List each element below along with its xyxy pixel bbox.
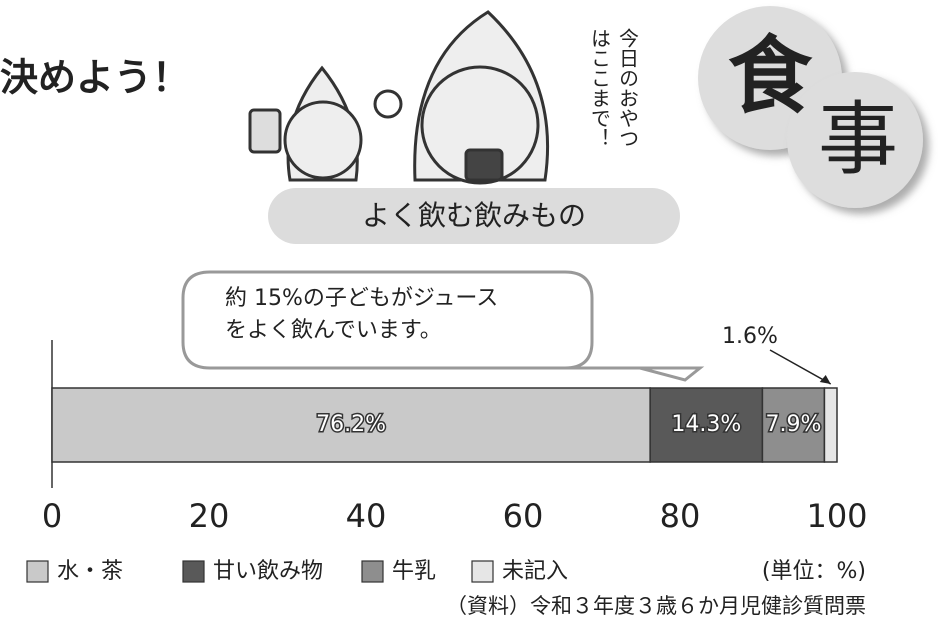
annotation-line: をよく飲んでいます。 [225,318,442,343]
x-tick-label: 40 [346,497,387,535]
mascot-small [250,68,401,180]
x-tick-label: 20 [189,497,230,535]
annotation-line: 約 15%の子どもがジュース [225,286,498,311]
mascot-large [415,12,548,183]
label-arrow [770,350,831,384]
legend-swatch [183,561,204,582]
data-label: 76.2% [316,412,386,437]
legend-label: 水・茶 [57,559,123,584]
legend-swatch [472,561,493,582]
unit-label: (単位：%) [762,559,866,584]
legend-swatch [362,561,383,582]
badge: 食 事 [698,6,923,208]
x-tick-label: 60 [503,497,544,535]
chart-subtitle: よく飲む飲みもの [362,199,586,232]
source: （資料）令和３年度３歳６か月児健診質問票 [446,594,866,618]
data-label: 7.9% [765,412,821,437]
badge-char: 食 [728,27,813,125]
bar-segment [824,388,837,462]
page-title: 決めよう！ [0,56,190,100]
page: 決めよう！ 今日のおやつ はここまで！ 食 事 よく飲む飲みもの 約 15%の子… [0,0,938,628]
legend-label: 甘い飲み物 [213,559,323,584]
data-label: 14.3% [671,412,741,437]
x-tick-label: 80 [660,497,701,535]
speech-line: 今日のおやつ [616,28,640,148]
x-tick-label: 100 [806,497,867,535]
legend-swatch [27,561,48,582]
badge-char: 事 [818,93,898,186]
speech-line: はここまで！ [588,28,612,148]
legend-label: 牛乳 [392,559,436,584]
data-label: 1.6% [722,324,778,349]
x-tick-label: 0 [42,497,62,535]
legend-label: 未記入 [502,559,568,584]
